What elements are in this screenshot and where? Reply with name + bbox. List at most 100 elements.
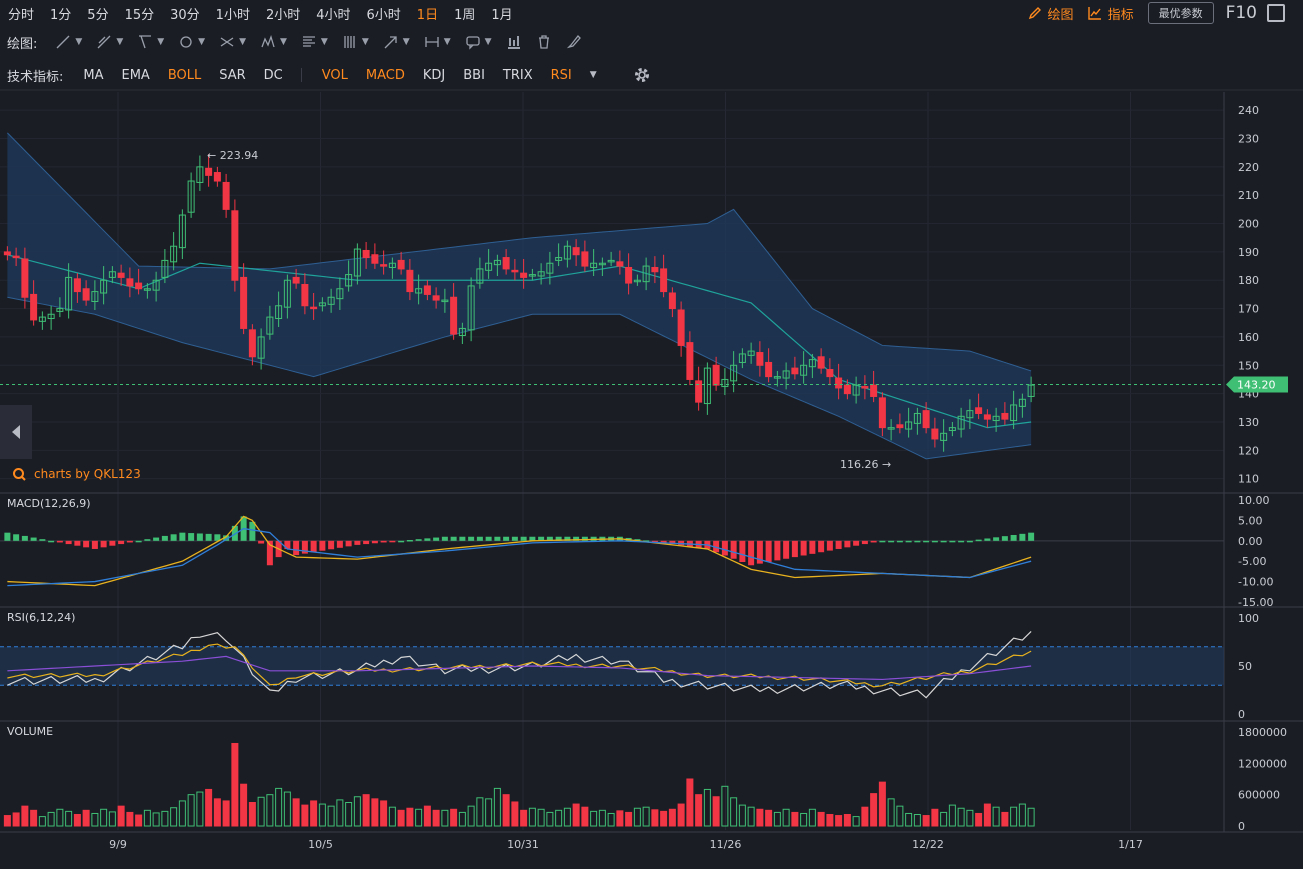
- line-chart-icon: [1087, 7, 1101, 20]
- gear-icon[interactable]: [633, 66, 651, 84]
- period-5[interactable]: 1小时: [215, 7, 250, 23]
- scroll-left-button[interactable]: [0, 405, 32, 459]
- period-10[interactable]: 1周: [454, 7, 476, 23]
- indicator-ma[interactable]: MA: [83, 67, 104, 83]
- line-tool[interactable]: ▼: [55, 34, 82, 50]
- candle-body: [345, 274, 353, 287]
- period-3[interactable]: 15分: [124, 7, 155, 23]
- delete-tool[interactable]: [536, 34, 552, 50]
- range-tool[interactable]: ▼: [424, 34, 451, 50]
- candle-body: [633, 279, 641, 283]
- volume-bar: [782, 808, 790, 827]
- indicator-rsi[interactable]: RSI: [550, 67, 572, 83]
- candle-body: [756, 352, 764, 366]
- candle-body: [625, 266, 633, 284]
- candle-body: [773, 376, 781, 379]
- macd-bar: [651, 540, 658, 543]
- macd-dea-line: [7, 527, 1032, 587]
- more-indicators-chevron-down-icon[interactable]: ▼: [589, 70, 597, 80]
- macd-bar: [844, 540, 851, 548]
- indicator-toggle[interactable]: 指标: [1087, 4, 1134, 23]
- volume-bar: [476, 797, 484, 827]
- volume-bar: [703, 788, 711, 827]
- macd-bar: [494, 536, 501, 541]
- price-tick-5: 160: [1238, 331, 1259, 344]
- indicator-dc[interactable]: DC: [263, 67, 283, 83]
- volume-bar: [765, 809, 773, 827]
- candle-body: [266, 316, 274, 335]
- period-11[interactable]: 1月: [491, 7, 513, 23]
- indicator-trix[interactable]: TRIX: [502, 67, 533, 83]
- draw-toggle[interactable]: 绘图: [1028, 4, 1074, 23]
- period-4[interactable]: 30分: [170, 7, 200, 23]
- period-7[interactable]: 4小时: [316, 7, 351, 23]
- volume-tick-3: 0: [1238, 820, 1245, 833]
- optimal-params-button[interactable]: 最优参数: [1147, 2, 1214, 24]
- circle-tool[interactable]: ▼: [178, 34, 205, 50]
- fullscreen-icon[interactable]: [1267, 4, 1285, 22]
- macd-dif-line: [7, 515, 1032, 587]
- levels-tool[interactable]: ▼: [301, 34, 328, 50]
- circle-icon: [180, 36, 192, 48]
- candles-tool[interactable]: [506, 34, 522, 50]
- volume-tick-0: 1800000: [1238, 726, 1287, 739]
- volume-bar: [117, 805, 125, 827]
- indicator-sar[interactable]: SAR: [219, 67, 246, 83]
- indicator-toolbar-label: 技术指标:: [7, 69, 64, 85]
- macd-bar: [65, 540, 72, 545]
- period-1[interactable]: 1分: [50, 7, 72, 23]
- fib-tool[interactable]: ▼: [219, 34, 246, 50]
- volume-bar: [730, 797, 738, 827]
- macd-bar: [713, 540, 720, 553]
- pattern-tool[interactable]: ▼: [260, 34, 287, 50]
- channel-tool[interactable]: ▼: [137, 34, 164, 50]
- volume-bar: [686, 778, 694, 827]
- volume-bar: [861, 806, 869, 827]
- candle-body: [800, 364, 808, 376]
- macd-bar: [441, 536, 448, 541]
- indicator-kdj[interactable]: KDJ: [422, 67, 446, 83]
- indicator-boll[interactable]: BOLL: [167, 67, 202, 83]
- brush-tool[interactable]: [566, 34, 582, 50]
- last-price-value: 143.20: [1237, 379, 1276, 392]
- candle-body: [738, 353, 746, 363]
- candle-body: [248, 329, 256, 358]
- candle-body: [257, 336, 265, 359]
- volume-bar: [677, 803, 685, 827]
- macd-bar: [91, 540, 98, 549]
- volume-bar: [528, 807, 536, 827]
- indicator-vol[interactable]: VOL: [321, 67, 348, 83]
- candle-body: [388, 262, 396, 268]
- period-6[interactable]: 2小时: [265, 7, 301, 23]
- vertical-lines-tool[interactable]: ▼: [342, 34, 369, 50]
- indicator-ema[interactable]: EMA: [121, 67, 150, 83]
- date-tick-3: 11/26: [710, 838, 742, 851]
- volume-bar: [633, 807, 641, 827]
- macd-bar: [345, 540, 352, 547]
- candle-body: [808, 359, 816, 368]
- volume-bar: [520, 809, 528, 827]
- macd-bar: [406, 540, 413, 542]
- macd-bar: [336, 540, 343, 548]
- period-8[interactable]: 6小时: [366, 7, 401, 23]
- period-0[interactable]: 分时: [8, 7, 35, 23]
- volume-bar: [3, 815, 11, 827]
- note-tool[interactable]: ▼: [465, 34, 492, 50]
- macd-tick-5: -15.00: [1238, 596, 1273, 609]
- candle-body: [642, 265, 650, 283]
- boll-upper-line: [7, 132, 1032, 372]
- indicator-bbi[interactable]: BBI: [463, 67, 485, 83]
- period-2[interactable]: 5分: [87, 7, 109, 23]
- volume-bar: [432, 809, 440, 827]
- f10-button[interactable]: F10: [1225, 3, 1257, 23]
- indicator-macd[interactable]: MACD: [365, 67, 405, 83]
- brush-icon: [566, 35, 581, 49]
- macd-bar: [1028, 532, 1035, 541]
- ray-tool[interactable]: ▼: [96, 34, 123, 50]
- macd-bar: [783, 540, 790, 559]
- candles-icon: [507, 36, 520, 49]
- arrow-tool[interactable]: ▼: [383, 34, 410, 50]
- period-9[interactable]: 1日: [416, 7, 439, 23]
- volume-bar: [222, 800, 230, 827]
